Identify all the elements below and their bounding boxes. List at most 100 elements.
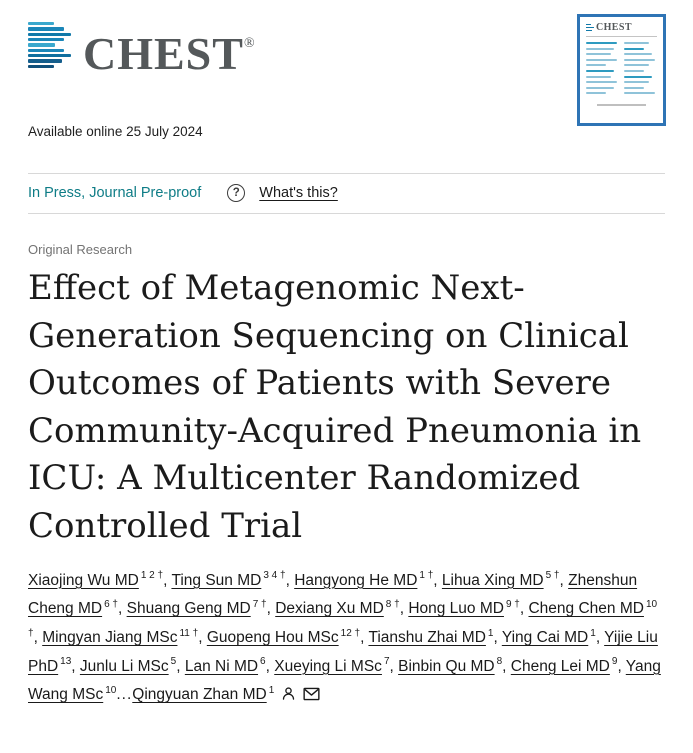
in-press-label[interactable]: In Press, Journal Pre-proof bbox=[28, 185, 202, 201]
available-online-date: Available online 25 July 2024 bbox=[28, 124, 203, 139]
journal-logo[interactable]: CHEST® bbox=[28, 20, 665, 78]
author-superscript: 3 4 † bbox=[263, 570, 286, 582]
author: Yang Wang MSc 10... bbox=[28, 658, 661, 704]
author: Yijie Liu PhD 13, bbox=[28, 629, 658, 675]
author-link[interactable]: Hangyong He MD bbox=[294, 571, 418, 589]
corresponding-author-icons bbox=[274, 686, 320, 703]
author-superscript: 5 bbox=[170, 656, 177, 668]
author: Hong Luo MD 9 †, bbox=[408, 599, 529, 618]
journal-cover-thumbnail[interactable]: CHEST bbox=[577, 14, 666, 126]
author-superscript: 10 † bbox=[28, 599, 658, 639]
author: Shuang Geng MD 7 †, bbox=[126, 599, 276, 618]
author-superscript: 1 2 † bbox=[140, 570, 164, 582]
author: Guopeng Hou MSc 12 †, bbox=[206, 628, 369, 646]
author-separator: , bbox=[198, 628, 207, 646]
author-link[interactable]: Binbin Qu MD bbox=[398, 657, 495, 675]
author-superscript: 8 † bbox=[385, 599, 400, 611]
author-separator: , bbox=[595, 628, 605, 646]
help-icon[interactable]: ? bbox=[227, 184, 246, 202]
person-icon[interactable] bbox=[281, 686, 296, 701]
author-superscript: 1 bbox=[590, 627, 596, 639]
author: Xiaojing Wu MD 1 2 †, bbox=[28, 570, 172, 589]
author-separator: , bbox=[163, 571, 172, 589]
author-superscript: 8 bbox=[496, 656, 503, 668]
author-separator: , bbox=[433, 571, 442, 589]
author: Ying Cai MD 1, bbox=[501, 627, 605, 646]
author-link[interactable]: Tianshu Zhai MD bbox=[368, 628, 486, 646]
author-superscript: 7 bbox=[383, 656, 390, 668]
author-link[interactable]: Xueying Li MSc bbox=[274, 657, 382, 675]
author-superscript: 11 † bbox=[179, 627, 199, 639]
author-superscript: 7 † bbox=[252, 599, 267, 611]
author-link[interactable]: Cheng Chen MD bbox=[528, 600, 644, 618]
author-link[interactable]: Xiaojing Wu MD bbox=[28, 571, 139, 589]
authors-inline: Xiaojing Wu MD 1 2 †, Ting Sun MD 3 4 †, H… bbox=[28, 570, 661, 704]
author: Mingyan Jiang MSc 11 †, bbox=[42, 627, 207, 646]
author-link[interactable]: Ying Cai MD bbox=[501, 628, 589, 646]
author-separator: , bbox=[71, 657, 80, 675]
divider bbox=[28, 173, 665, 174]
authors-list: Xiaojing Wu MD 1 2 †, Ting Sun MD 3 4 †, H… bbox=[28, 567, 665, 710]
author-superscript: 5 † bbox=[545, 570, 560, 582]
logo-wordmark: CHEST bbox=[83, 28, 244, 79]
author-separator: , bbox=[266, 600, 276, 618]
status-bar: In Press, Journal Pre-proof ? What's thi… bbox=[28, 174, 665, 214]
author-link[interactable]: Junlu Li MSc bbox=[79, 657, 169, 675]
author-superscript: 9 † bbox=[505, 599, 520, 611]
author-superscript: 1 † bbox=[419, 570, 434, 582]
author-separator: , bbox=[399, 600, 409, 618]
author-superscript: 1 bbox=[487, 627, 494, 639]
cover-text-lines bbox=[586, 42, 657, 98]
journal-logo-text: CHEST® bbox=[83, 20, 256, 78]
article-title: Effect of Metagenomic Next-Generation Se… bbox=[28, 268, 642, 546]
whats-this-link[interactable]: What's this? bbox=[259, 185, 338, 201]
author-link[interactable]: Yang Wang MSc bbox=[28, 657, 661, 704]
author-link[interactable]: Guopeng Hou MSc bbox=[206, 628, 339, 646]
cover-logo-text: CHEST bbox=[596, 22, 632, 33]
author-separator: , bbox=[360, 628, 369, 646]
chest-logo-icon-small bbox=[586, 23, 594, 32]
author-superscript: 6 † bbox=[104, 599, 118, 611]
author-superscript: 1 bbox=[268, 685, 275, 697]
author-separator: , bbox=[285, 571, 295, 589]
author-link[interactable]: Qingyuan Zhan MD bbox=[132, 686, 267, 704]
author-link[interactable]: Shuang Geng MD bbox=[126, 600, 251, 618]
author-separator: , bbox=[265, 657, 275, 675]
author-separator: , bbox=[33, 628, 43, 646]
author: Xueying Li MSc 7, bbox=[274, 656, 399, 675]
author-separator: , bbox=[389, 657, 399, 675]
author: Lihua Xing MD 5 †, bbox=[441, 570, 568, 589]
author-separator: , bbox=[617, 657, 626, 675]
author-link[interactable]: Dexiang Xu MD bbox=[275, 600, 384, 618]
author-link[interactable]: Hong Luo MD bbox=[408, 600, 504, 618]
author-link[interactable]: Lan Ni MD bbox=[184, 657, 259, 675]
author: Zhenshun Cheng MD 6 †, bbox=[28, 572, 637, 618]
article-category: Original Research bbox=[28, 242, 133, 257]
author: Ting Sun MD 3 4 †, bbox=[171, 570, 295, 589]
author: Junlu Li MSc 5, bbox=[79, 656, 185, 675]
author-link[interactable]: Zhenshun Cheng MD bbox=[28, 571, 638, 618]
article-preproof-page: CHEST® Available online 25 July 2024 In … bbox=[28, 20, 665, 710]
author: Tianshu Zhai MD 1, bbox=[368, 627, 502, 646]
cover-footer-line bbox=[596, 103, 647, 106]
author-superscript: 10 bbox=[105, 685, 117, 697]
author-superscript: 9 bbox=[611, 656, 618, 668]
author: Dexiang Xu MD 8 †, bbox=[275, 599, 409, 618]
envelope-icon[interactable] bbox=[303, 687, 320, 701]
authors-ellipsis: ... bbox=[116, 686, 133, 704]
author: Cheng Lei MD 9, bbox=[510, 656, 626, 675]
author-separator: , bbox=[502, 657, 511, 675]
author-link[interactable]: Yijie Liu PhD bbox=[28, 628, 658, 675]
cover-masthead: CHEST bbox=[586, 22, 657, 37]
author-separator: , bbox=[519, 600, 529, 618]
author: Qingyuan Zhan MD 1 bbox=[132, 685, 275, 704]
author-link[interactable]: Mingyan Jiang MSc bbox=[42, 628, 178, 646]
chest-logo-icon bbox=[28, 22, 72, 68]
author: Hangyong He MD 1 †, bbox=[294, 570, 442, 589]
author-link[interactable]: Cheng Lei MD bbox=[510, 657, 610, 675]
author-separator: , bbox=[493, 628, 502, 646]
author-link[interactable]: Lihua Xing MD bbox=[441, 571, 544, 589]
author: Cheng Chen MD 10 †, bbox=[28, 600, 657, 646]
author-separator: , bbox=[118, 600, 127, 618]
author-link[interactable]: Ting Sun MD bbox=[171, 571, 262, 589]
